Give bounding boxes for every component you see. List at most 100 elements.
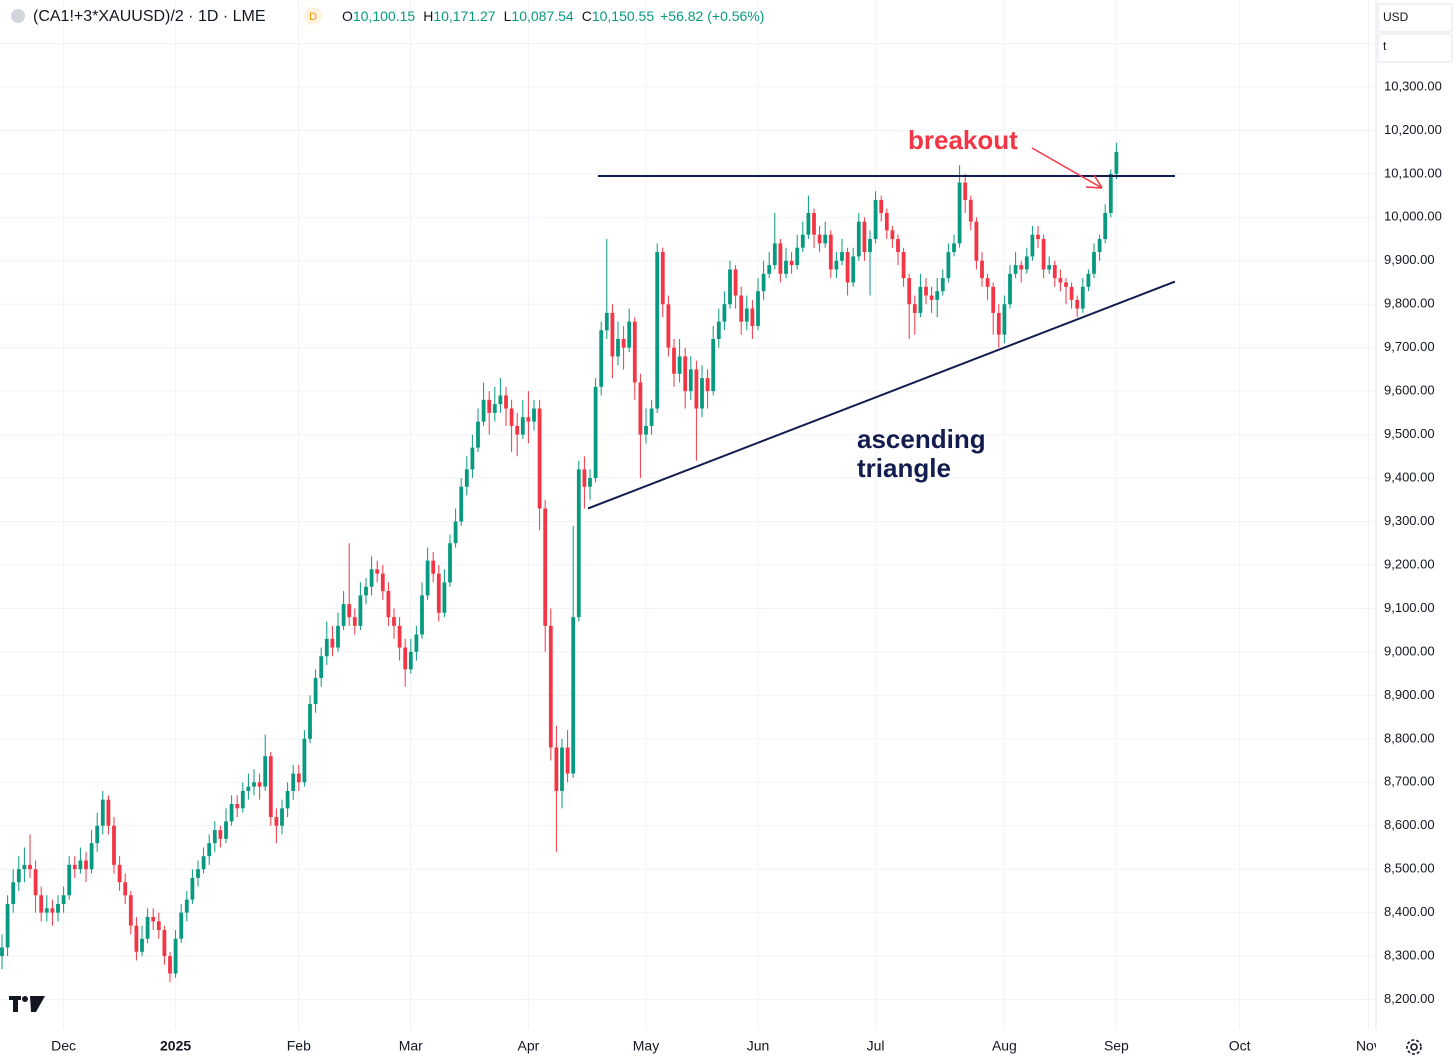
candle-body (649, 408, 654, 426)
y-tick-label: 10,200.00 (1384, 122, 1442, 137)
candle-body (470, 447, 475, 470)
candle-body (694, 369, 699, 409)
candle-body (128, 895, 133, 926)
candle-body (616, 338, 620, 357)
candle-body (28, 864, 32, 870)
candle-body (168, 956, 172, 974)
candle-body (812, 212, 816, 235)
candle-body (420, 595, 424, 635)
candle-body (560, 747, 564, 791)
candle-body (1008, 273, 1012, 305)
candle-body (660, 252, 665, 305)
x-tick-label: Oct (1229, 1038, 1251, 1054)
candle-body (347, 604, 352, 618)
symbol-title: (CA1!+3*XAUUSD)/2 · 1D · LME (33, 8, 266, 25)
candle-body (504, 395, 508, 409)
candle-body (823, 234, 828, 244)
candle-body (851, 256, 856, 283)
settings-icon[interactable] (1406, 1039, 1422, 1055)
candle-body (364, 586, 368, 596)
candle-body (526, 417, 531, 422)
currency[interactable]: USD (1383, 10, 1409, 24)
candles (0, 142, 1119, 983)
candle-body (548, 625, 553, 748)
candle-body (935, 291, 940, 300)
y-tick-label: 10,100.00 (1384, 165, 1442, 180)
candle-body (991, 286, 996, 313)
candle-body (784, 260, 788, 274)
candle-body (767, 265, 772, 274)
support-line (587, 280, 1176, 510)
x-tick-label: May (633, 1038, 659, 1054)
candle-body (140, 938, 144, 952)
y-tick-label: 9,600.00 (1384, 383, 1435, 398)
candle-body (912, 304, 917, 313)
candle-body (666, 304, 671, 348)
y-tick-label: 8,200.00 (1384, 991, 1435, 1006)
x-tick-label: Nov (1356, 1038, 1381, 1054)
candle-body (240, 790, 245, 809)
candle-body (123, 882, 128, 896)
y-tick-label: 9,700.00 (1384, 339, 1435, 354)
candle-body (190, 877, 195, 900)
candle-body (324, 638, 329, 657)
candle-body (571, 617, 576, 774)
candle-body (985, 278, 990, 287)
candle-body (235, 804, 240, 809)
x-tick-label: Dec (51, 1038, 76, 1054)
unit[interactable]: t (1383, 39, 1387, 53)
candle-body (95, 825, 100, 844)
candle-body (252, 782, 256, 787)
currency-box[interactable] (1377, 3, 1453, 33)
ohlc-legend: O10,100.15 H10,171.27 L10,087.54 C10,150.55… (342, 8, 764, 24)
candle-body (1024, 256, 1029, 270)
unit-box[interactable] (1377, 33, 1453, 63)
candle-body (834, 260, 839, 270)
candle-body (16, 869, 21, 883)
candle-body (336, 625, 340, 648)
y-tick-label: 9,300.00 (1384, 513, 1435, 528)
candle-body (78, 860, 83, 870)
y-tick-label: 8,800.00 (1384, 730, 1435, 745)
candle-body (22, 864, 27, 870)
candle-body (487, 399, 492, 413)
candle-body (840, 252, 844, 261)
candle-body (744, 308, 749, 322)
candle-body (89, 843, 94, 870)
candle-body (974, 221, 979, 261)
candle-body (940, 278, 945, 292)
candle-body (280, 808, 284, 826)
candle-body (1064, 282, 1068, 287)
candle-body (711, 338, 716, 392)
x-tick-label: Sep (1104, 1038, 1129, 1054)
candle-body (134, 925, 139, 952)
candle-body (380, 573, 385, 592)
candle-body (957, 182, 962, 244)
candle-body (341, 604, 346, 626)
legend-key: C (582, 8, 592, 24)
candle-body (212, 830, 217, 844)
candle-body (576, 469, 581, 618)
y-tick-label: 9,500.00 (1384, 426, 1435, 441)
candle-body (1036, 234, 1040, 240)
candle-body (229, 804, 234, 822)
candle-body (968, 199, 973, 222)
candle-body (890, 230, 895, 240)
candle-body (56, 903, 60, 913)
x-tick-label: 2025 (160, 1038, 191, 1054)
price-axis-panel (1376, 0, 1456, 1061)
candle-body (179, 912, 184, 939)
candle-body (44, 908, 49, 913)
y-tick-label: 8,500.00 (1384, 861, 1435, 876)
candle-body (599, 330, 604, 387)
y-tick-label: 9,800.00 (1384, 296, 1435, 311)
candle-body (296, 773, 301, 783)
candle-body (543, 508, 548, 626)
candle-body (257, 782, 262, 787)
candle-body (308, 704, 312, 739)
candle-body (879, 199, 884, 213)
y-tick-label: 8,700.00 (1384, 774, 1435, 789)
breakout-label: breakout (908, 125, 1018, 155)
